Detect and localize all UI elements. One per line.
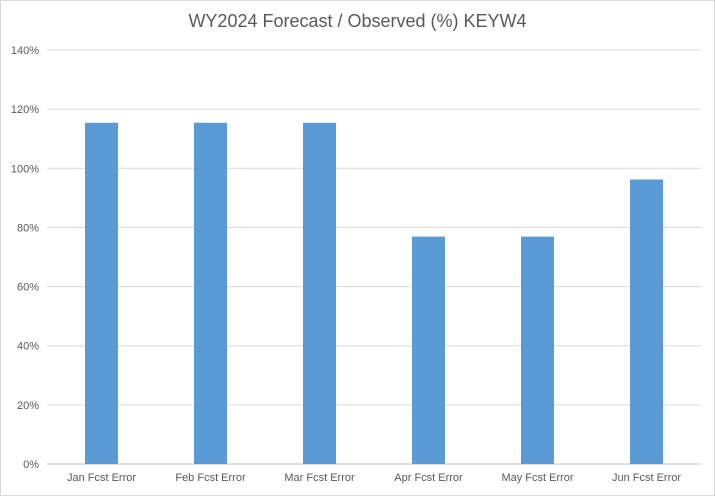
x-tick-label: Jun Fcst Error <box>612 472 681 484</box>
bar <box>303 122 336 464</box>
x-tick-label: May Fcst Error <box>501 472 573 484</box>
y-tick-label: 20% <box>17 400 39 412</box>
y-tick-label: 80% <box>17 222 39 234</box>
chart-title: WY2024 Forecast / Observed (%) KEYW4 <box>188 11 527 31</box>
bar <box>630 179 663 464</box>
x-tick-label: Mar Fcst Error <box>284 472 355 484</box>
x-tick-label: Apr Fcst Error <box>394 472 463 484</box>
x-tick-label: Jan Fcst Error <box>67 472 136 484</box>
y-tick-label: 120% <box>11 104 39 116</box>
y-tick-label: 60% <box>17 282 39 294</box>
x-tick-label: Feb Fcst Error <box>175 472 246 484</box>
bar <box>194 122 227 464</box>
y-tick-label: 140% <box>11 45 39 57</box>
y-tick-label: 40% <box>17 341 39 353</box>
y-tick-label: 100% <box>11 163 39 175</box>
y-tick-label: 0% <box>23 459 39 471</box>
bar <box>85 122 118 464</box>
bar <box>521 236 554 464</box>
bar <box>412 236 445 464</box>
